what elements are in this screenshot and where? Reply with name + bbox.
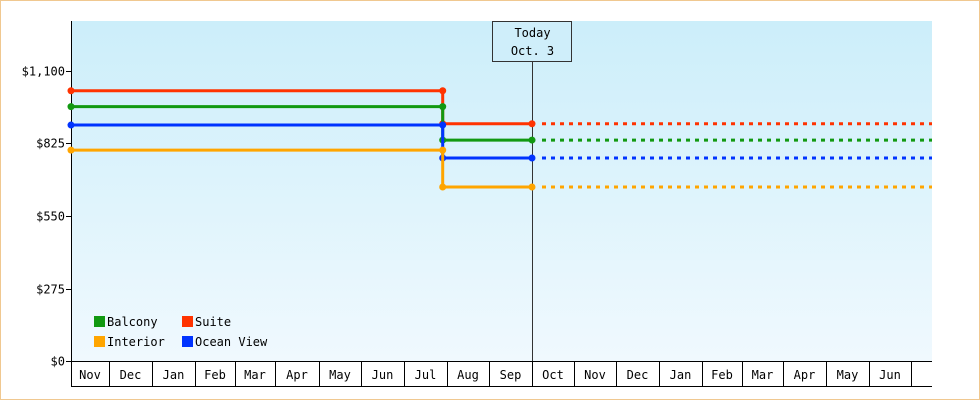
data-point-interior <box>67 146 75 154</box>
y-tick-label: $275 <box>36 283 65 297</box>
y-tick-label: $0 <box>51 355 65 369</box>
series-line-ocean-view <box>71 123 532 160</box>
x-tick-label: Nov <box>584 368 606 382</box>
data-point-suite <box>528 120 536 128</box>
data-point-ocean-view <box>439 121 447 129</box>
x-tick-label: Mar <box>752 368 774 382</box>
data-point-interior <box>528 183 536 191</box>
x-tick-label: Dec <box>120 368 142 382</box>
x-tick-label: Aug <box>457 368 479 382</box>
data-point-ocean-view <box>528 154 536 162</box>
x-tick-label: May <box>837 368 859 382</box>
data-point-balcony <box>439 103 447 111</box>
x-tick-label: May <box>329 368 351 382</box>
y-tick-label: $825 <box>36 137 65 151</box>
series-line-interior <box>71 148 532 189</box>
legend-swatch-interior <box>94 336 105 347</box>
x-tick-label: Apr <box>794 368 816 382</box>
x-tick-label: Oct <box>542 368 564 382</box>
data-point-balcony <box>528 136 536 144</box>
data-point-interior <box>439 183 447 191</box>
x-tick-label: Sep <box>500 368 522 382</box>
data-point-interior <box>439 146 447 154</box>
x-tick-label: Jan <box>163 368 185 382</box>
x-tick-label: Apr <box>286 368 308 382</box>
x-tick-label: Dec <box>627 368 649 382</box>
legend-label-interior: Interior <box>107 335 165 349</box>
legend-label-balcony: Balcony <box>107 315 158 329</box>
today-label-line1: Today <box>514 26 550 40</box>
x-tick-label: Jun <box>879 368 901 382</box>
x-tick-label: Feb <box>711 368 733 382</box>
today-label-box <box>492 21 572 62</box>
data-point-ocean-view <box>67 121 75 129</box>
x-tick-label: Jun <box>372 368 394 382</box>
data-point-suite <box>439 87 447 95</box>
data-point-suite <box>67 87 75 95</box>
x-tick-label: Mar <box>244 368 266 382</box>
legend-label-suite: Suite <box>195 315 231 329</box>
plot-background <box>71 21 932 361</box>
x-tick-label: Nov <box>79 368 101 382</box>
legend-swatch-balcony <box>94 316 105 327</box>
y-tick-label: $1,100 <box>22 65 65 79</box>
legend-swatch-suite <box>182 316 193 327</box>
y-tick-label: $550 <box>36 210 65 224</box>
x-tick-label: Feb <box>204 368 226 382</box>
today-label-line2: Oct. 3 <box>511 44 554 58</box>
x-tick-label: Jan <box>670 368 692 382</box>
x-tick-label: Jul <box>415 368 437 382</box>
data-point-balcony <box>67 103 75 111</box>
legend-label-ocean-view: Ocean View <box>195 335 268 349</box>
legend-swatch-ocean-view <box>182 336 193 347</box>
